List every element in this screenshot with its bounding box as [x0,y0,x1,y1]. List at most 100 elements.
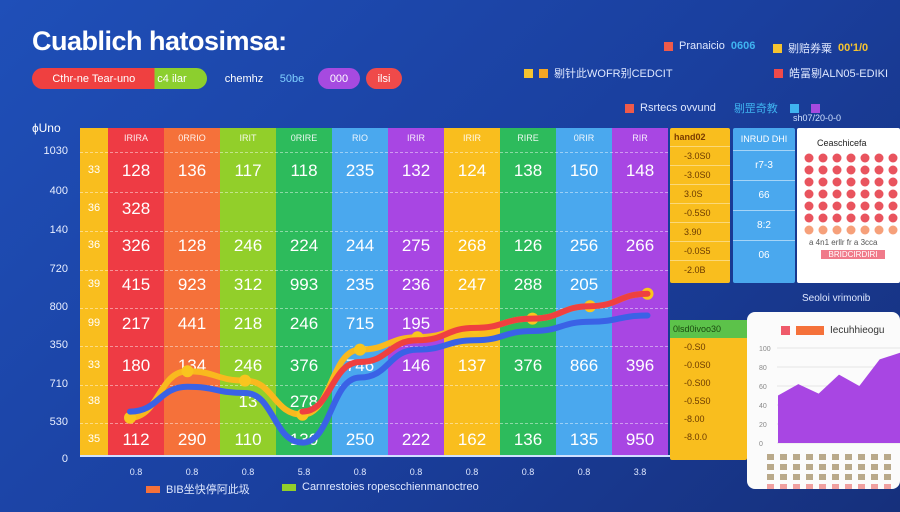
table-cell: 328 [121,199,151,218]
x-tick-label: 0.8 [521,467,535,477]
legend-label: Pranaicio [679,40,725,52]
table-cell: 288 [513,275,543,294]
area-table-glyph [767,464,774,470]
table-cell: 117 [234,161,262,180]
dot-marker [846,213,856,223]
dot-marker [846,201,856,211]
area-table-glyph [858,454,865,460]
table-cell: 235 [345,275,375,294]
dot-marker [888,225,898,235]
table-cell: 128 [121,161,151,180]
panel-heading: INRUD DHI [740,134,788,144]
filter-pill[interactable]: 50be [279,72,305,85]
area-table-glyph [767,454,774,460]
legend-swatch [282,483,296,491]
legend-swatch [781,326,790,335]
x-tick-label: 0.8 [353,467,367,477]
y-tick-label: 400 [49,185,68,197]
side-cell: 33 [87,164,101,176]
legend-swatch [796,326,824,335]
dot-panel-button[interactable]: BRIDCIRDIRI [821,250,885,259]
area-table-glyph [858,474,865,480]
dot-marker [832,201,842,211]
dot-marker [804,177,814,187]
dot-marker [888,213,898,223]
y-tick-label: 800 [49,301,68,313]
area-table-glyph [780,454,787,460]
table-cell: 396 [625,356,655,375]
trend-line [127,312,651,446]
table-cell: 132 [401,161,431,180]
dot-marker [804,165,814,175]
table-cell: 128 [177,236,207,255]
table-cell: 235 [345,161,375,180]
stat-row: 3.90 [670,222,730,241]
area-table-glyph [780,464,787,470]
trend-point [124,411,136,424]
table-cell: 195 [401,314,431,333]
dot-grid-panel: Ceaschicefa a 4n1 erllr fr a 3cca BRIDCI… [797,128,900,283]
area-table-glyph [806,474,813,480]
table-cell: 162 [457,430,487,449]
data-column [500,128,556,455]
area-y-tick: 100 [759,346,771,353]
column-header: RIO [351,133,368,143]
dot-marker [874,189,884,199]
filter-pill[interactable]: ilsi [366,68,402,89]
table-cell: 137 [457,356,487,375]
dot-marker [804,153,814,163]
stat-row: -8.00 [684,414,705,424]
table-cell: 146 [401,356,431,375]
dot-marker [874,153,884,163]
filter-pill[interactable]: 000 [318,68,360,89]
table-cell: 150 [569,161,599,180]
legend-subtitle: sh07/20-0-0 [793,113,842,123]
legend-item: 剔赔券粟 00'1/0 [773,40,868,56]
filter-pill-primary[interactable]: Cthr-ne Tear-uno c4 ilar [32,68,207,89]
side-cell: 99 [87,317,101,329]
table-cell: 266 [625,236,655,255]
x-tick-label: 0.8 [241,467,255,477]
dot-marker [888,201,898,211]
dot-marker [860,189,870,199]
filter-pill[interactable]: chemhz [224,72,264,85]
stat-item: 06 [733,240,795,270]
column-header: 0RIR [573,133,595,143]
chart-legend-item: BIB坐快停阿此圾 [146,481,250,497]
legend-label: 剔赔券粟 [788,43,832,55]
table-cell: 148 [625,161,655,180]
y-tick-label: 530 [49,416,68,428]
legend-swatch [773,43,782,53]
stat-item: 8:2 [733,210,795,240]
area-table-glyph [871,454,878,460]
y-tick-label: 710 [49,378,68,390]
table-cell: 256 [569,236,599,255]
side-column [80,128,108,455]
stat-row: -0.5S0 [670,203,730,222]
table-cell: 376 [513,356,543,375]
x-tick-label: 0.8 [185,467,199,477]
table-cell: 224 [289,236,319,255]
area-table-glyph [845,454,852,460]
column-header: IRIT [239,133,257,143]
legend-swatch [664,41,673,51]
table-cell: 866 [569,356,599,375]
side-cell: 35 [87,433,101,445]
dot-marker [804,213,814,223]
dot-marker [860,201,870,211]
column-header: 0RIRE [290,133,318,143]
dot-caption: a 4n1 erllr fr a 3cca [809,238,878,247]
dot-marker [846,165,856,175]
dot-marker [860,153,870,163]
stat-row: 3.0S [670,184,730,203]
side-cell: 33 [87,359,101,371]
area-table-glyph [767,474,774,480]
x-tick-label: 3.8 [633,467,647,477]
table-cell: 126 [513,236,543,255]
table-cell: 110 [234,430,262,449]
column-header: RIRE [517,133,539,143]
stat-row: -0.S00 [684,378,711,388]
dot-marker [846,225,856,235]
pill-label: c4 ilar [157,72,187,85]
